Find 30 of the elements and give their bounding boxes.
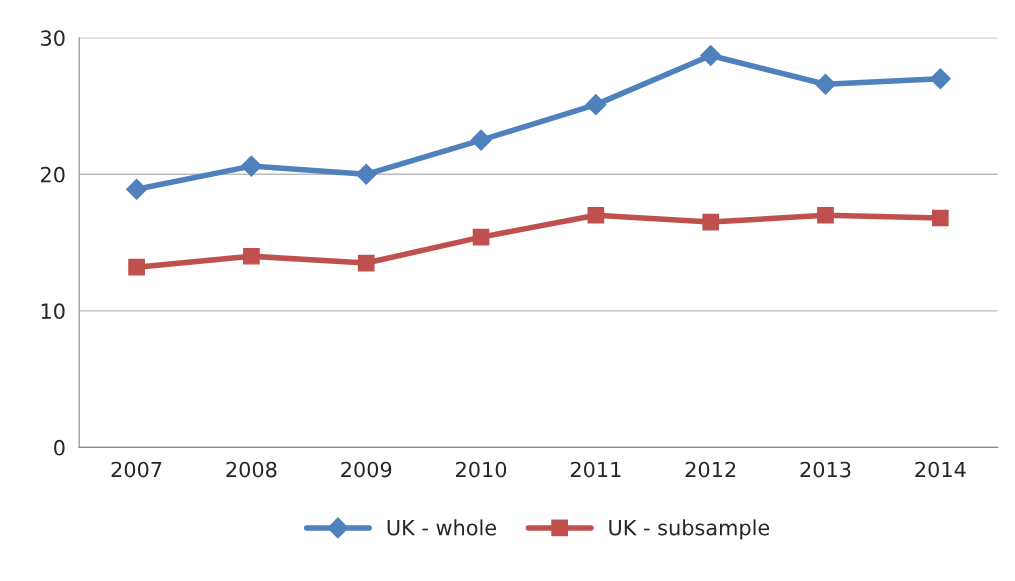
x-tick-label: 2007 xyxy=(111,461,162,478)
x-tick-label: 2009 xyxy=(341,461,392,478)
point xyxy=(814,73,837,95)
legend-label: UK - whole xyxy=(387,519,497,536)
x-tick-label: 2013 xyxy=(800,461,851,478)
point xyxy=(817,206,834,224)
point xyxy=(700,44,722,67)
x-tick-label: 2011 xyxy=(570,461,621,478)
point xyxy=(472,228,490,246)
point xyxy=(355,163,377,185)
point xyxy=(243,247,260,265)
y-tick-label: 20 xyxy=(40,166,65,183)
x-tick-label: 2014 xyxy=(915,461,966,478)
point xyxy=(470,129,492,151)
x-tick-label: 2010 xyxy=(456,461,507,478)
point xyxy=(929,68,951,90)
y-tick-label: 0 xyxy=(54,439,65,456)
y-tick-label: 30 xyxy=(41,30,65,46)
x-tick-label: 2012 xyxy=(685,461,736,478)
point xyxy=(240,155,262,177)
point xyxy=(932,209,949,227)
point xyxy=(128,258,145,276)
legend-label: UK - subsample xyxy=(609,519,770,540)
point xyxy=(587,206,605,224)
y-tick-label: 10 xyxy=(41,303,65,320)
point xyxy=(702,213,720,231)
point xyxy=(585,94,607,116)
x-tick-label: 2008 xyxy=(226,461,277,478)
point xyxy=(357,254,375,272)
point xyxy=(126,178,148,200)
